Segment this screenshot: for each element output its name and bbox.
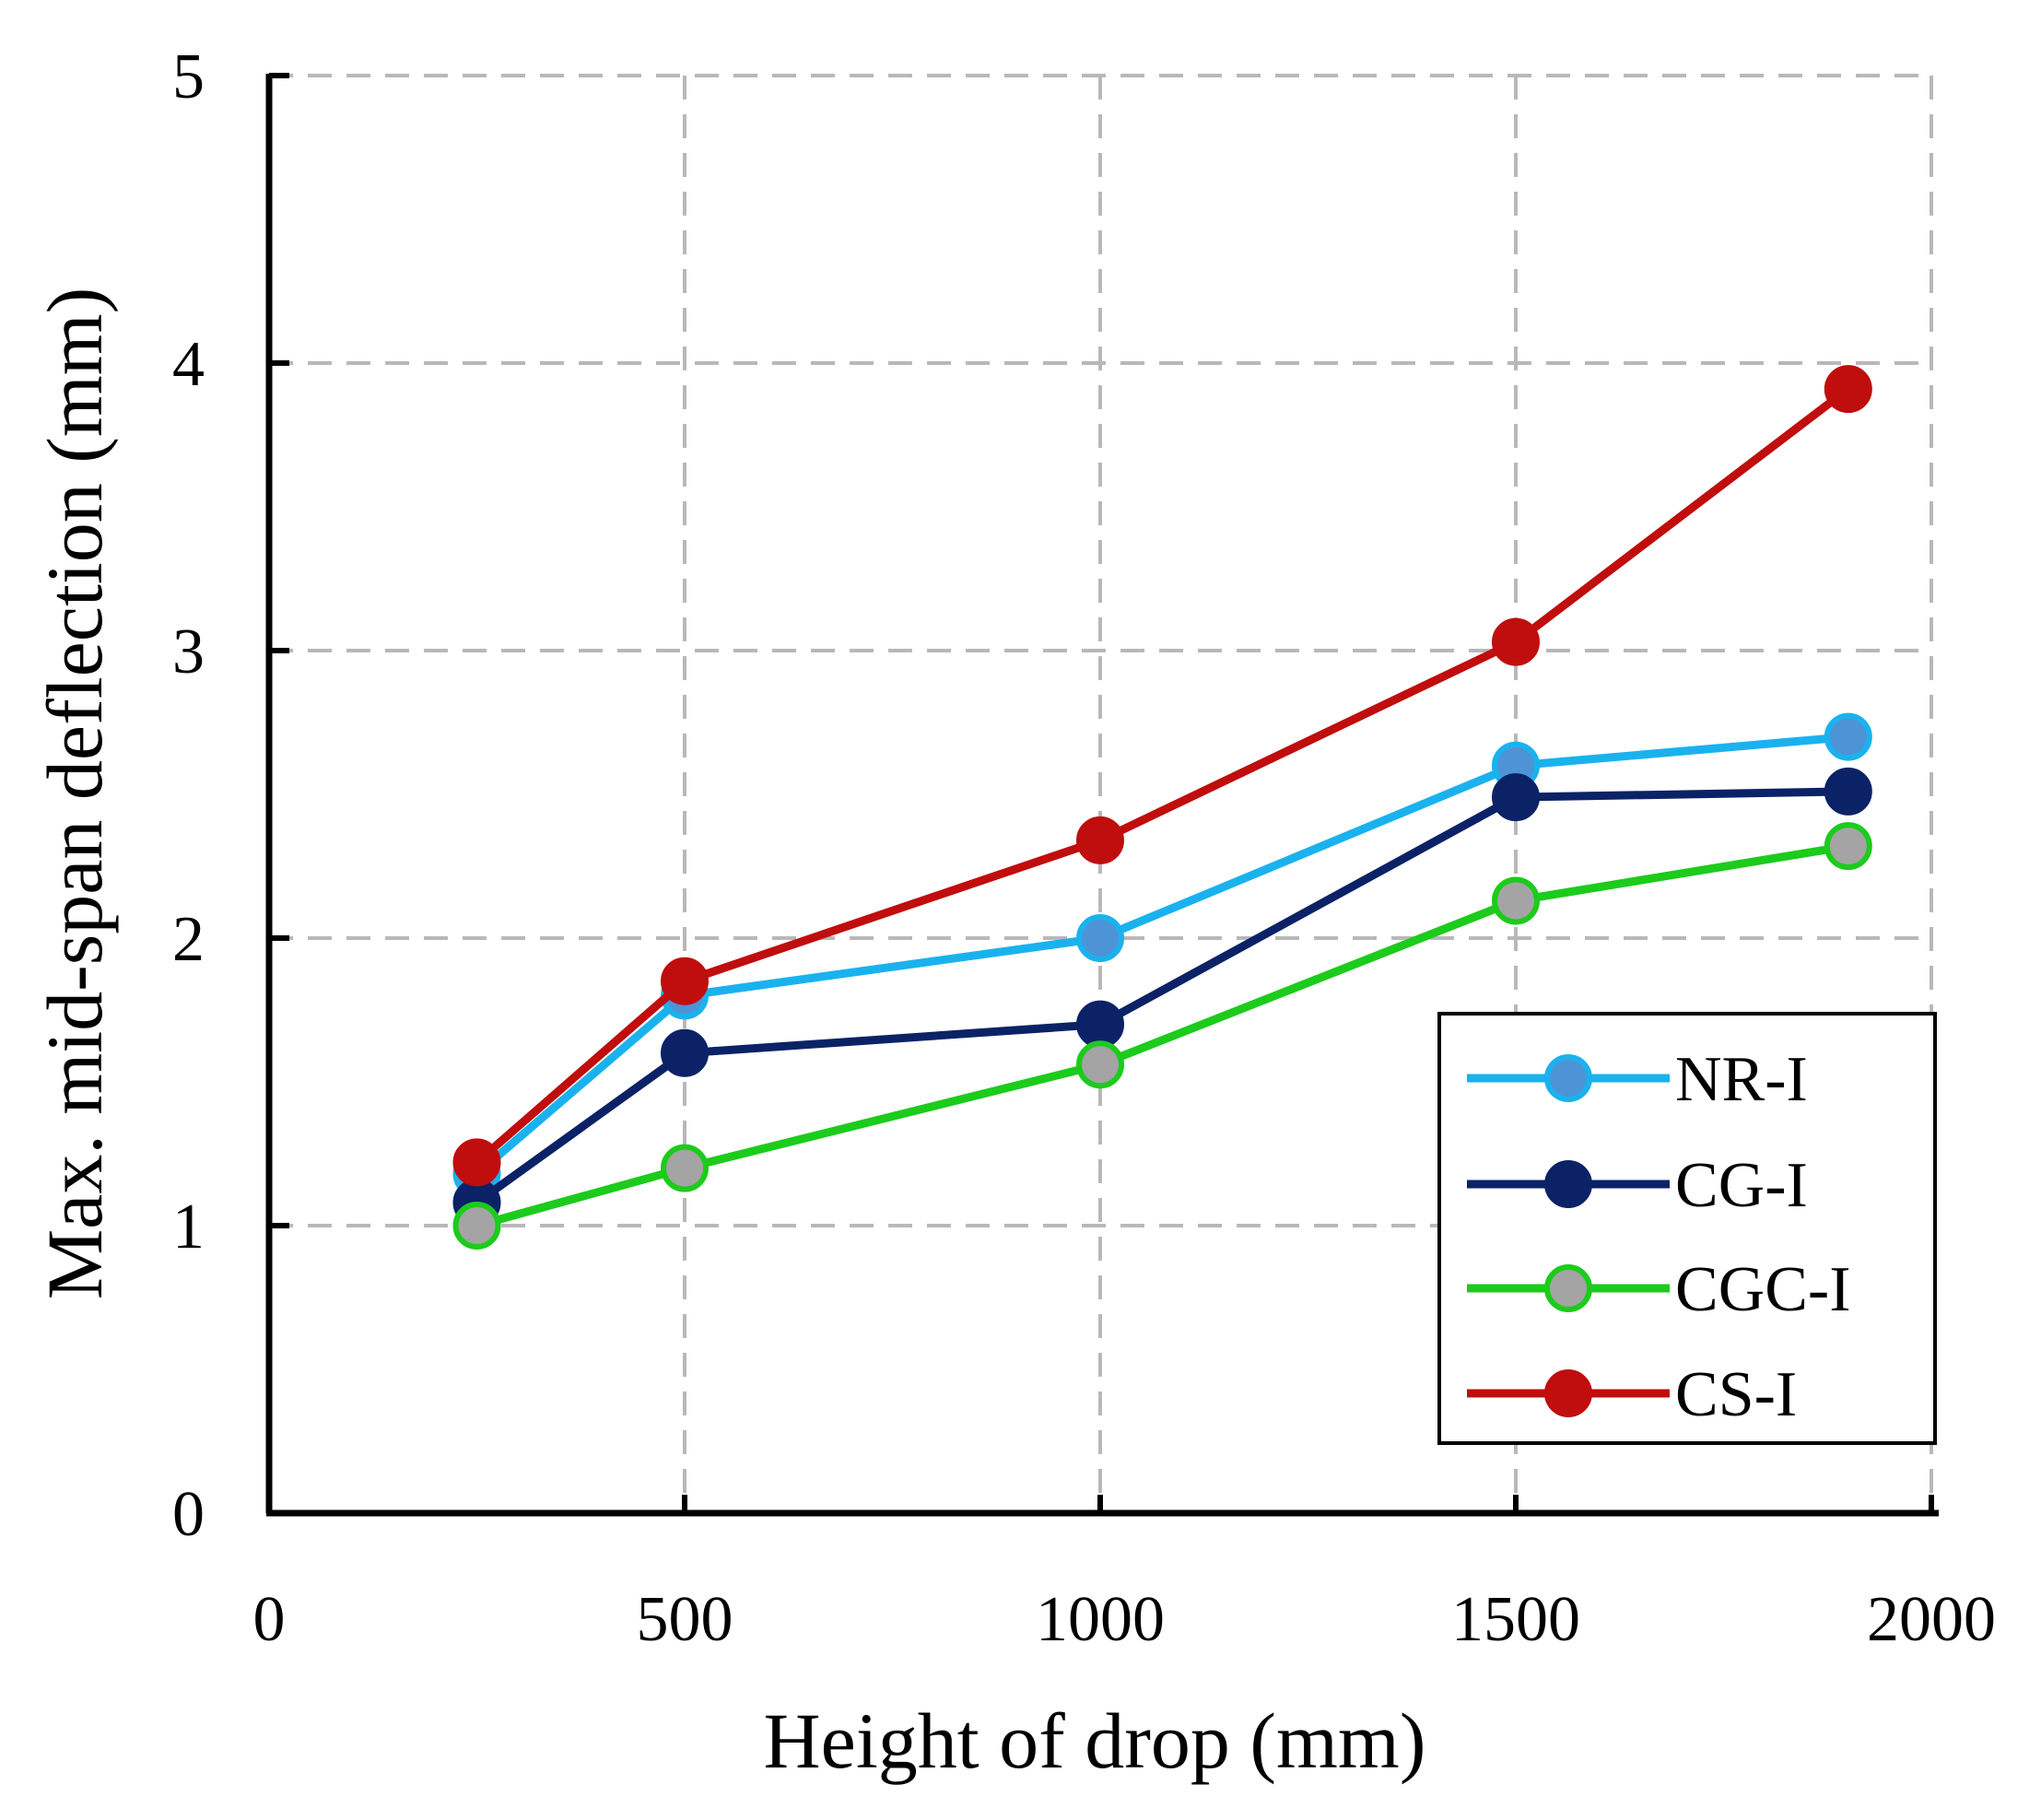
data-point-cs-i	[661, 957, 709, 1005]
legend-label-cgc-i: CGC-I	[1675, 1254, 1851, 1325]
x-tick-label: 1000	[1036, 1584, 1165, 1655]
y-axis-title: Max. mid-span deflection (mm)	[30, 288, 119, 1300]
data-point-cgc-i	[452, 1202, 501, 1250]
tick-marks	[266, 73, 1934, 1516]
data-point-cgc-i	[661, 1144, 709, 1192]
x-tick-label: 500	[637, 1584, 733, 1655]
x-tick-label: 0	[253, 1584, 286, 1655]
x-axis-title: Height of drop (mm)	[764, 1697, 1426, 1785]
data-series	[452, 365, 1872, 1250]
legend-marker-cg-i	[1544, 1160, 1592, 1208]
data-point-cgc-i	[1076, 1040, 1124, 1089]
data-point-nr-i	[1824, 712, 1872, 761]
data-point-cgc-i	[1492, 876, 1540, 925]
data-point-cgc-i	[1824, 822, 1872, 871]
data-point-cg-i	[661, 1028, 709, 1077]
legend-label-nr-i: NR-I	[1675, 1044, 1808, 1115]
legend-box	[1437, 1012, 1937, 1445]
data-point-cs-i	[1492, 617, 1540, 666]
legend-label-cg-i: CG-I	[1675, 1150, 1808, 1221]
series-cs-i	[452, 365, 1872, 1187]
x-tick-label: 2000	[1867, 1584, 1996, 1655]
data-point-cg-i	[1824, 767, 1872, 816]
series-cgc-i	[452, 822, 1872, 1250]
data-point-cs-i	[1824, 365, 1872, 414]
y-tick-label: 0	[172, 1479, 205, 1550]
tick-labels: 0 1 2 3 4 5 0 500 1000 1500 2000	[172, 41, 1996, 1655]
x-tick-label: 1500	[1451, 1584, 1580, 1655]
data-point-nr-i	[1076, 914, 1124, 962]
legend-marker-cs-i	[1544, 1369, 1592, 1417]
legend-label-cs-i: CS-I	[1675, 1359, 1797, 1430]
legend: NR-I CG-I CGC-I CS-I	[1437, 1012, 1937, 1445]
legend-marker-nr-i	[1544, 1054, 1592, 1102]
data-point-cs-i	[452, 1138, 501, 1187]
y-tick-label: 4	[172, 329, 205, 400]
y-tick-label: 5	[172, 41, 205, 112]
data-point-cg-i	[1492, 773, 1540, 822]
y-tick-label: 3	[172, 616, 205, 687]
legend-marker-cgc-i	[1544, 1264, 1592, 1312]
data-point-cg-i	[1076, 1000, 1124, 1049]
y-tick-label: 1	[172, 1192, 205, 1262]
data-point-cs-i	[1076, 816, 1124, 864]
y-tick-label: 2	[172, 904, 205, 975]
